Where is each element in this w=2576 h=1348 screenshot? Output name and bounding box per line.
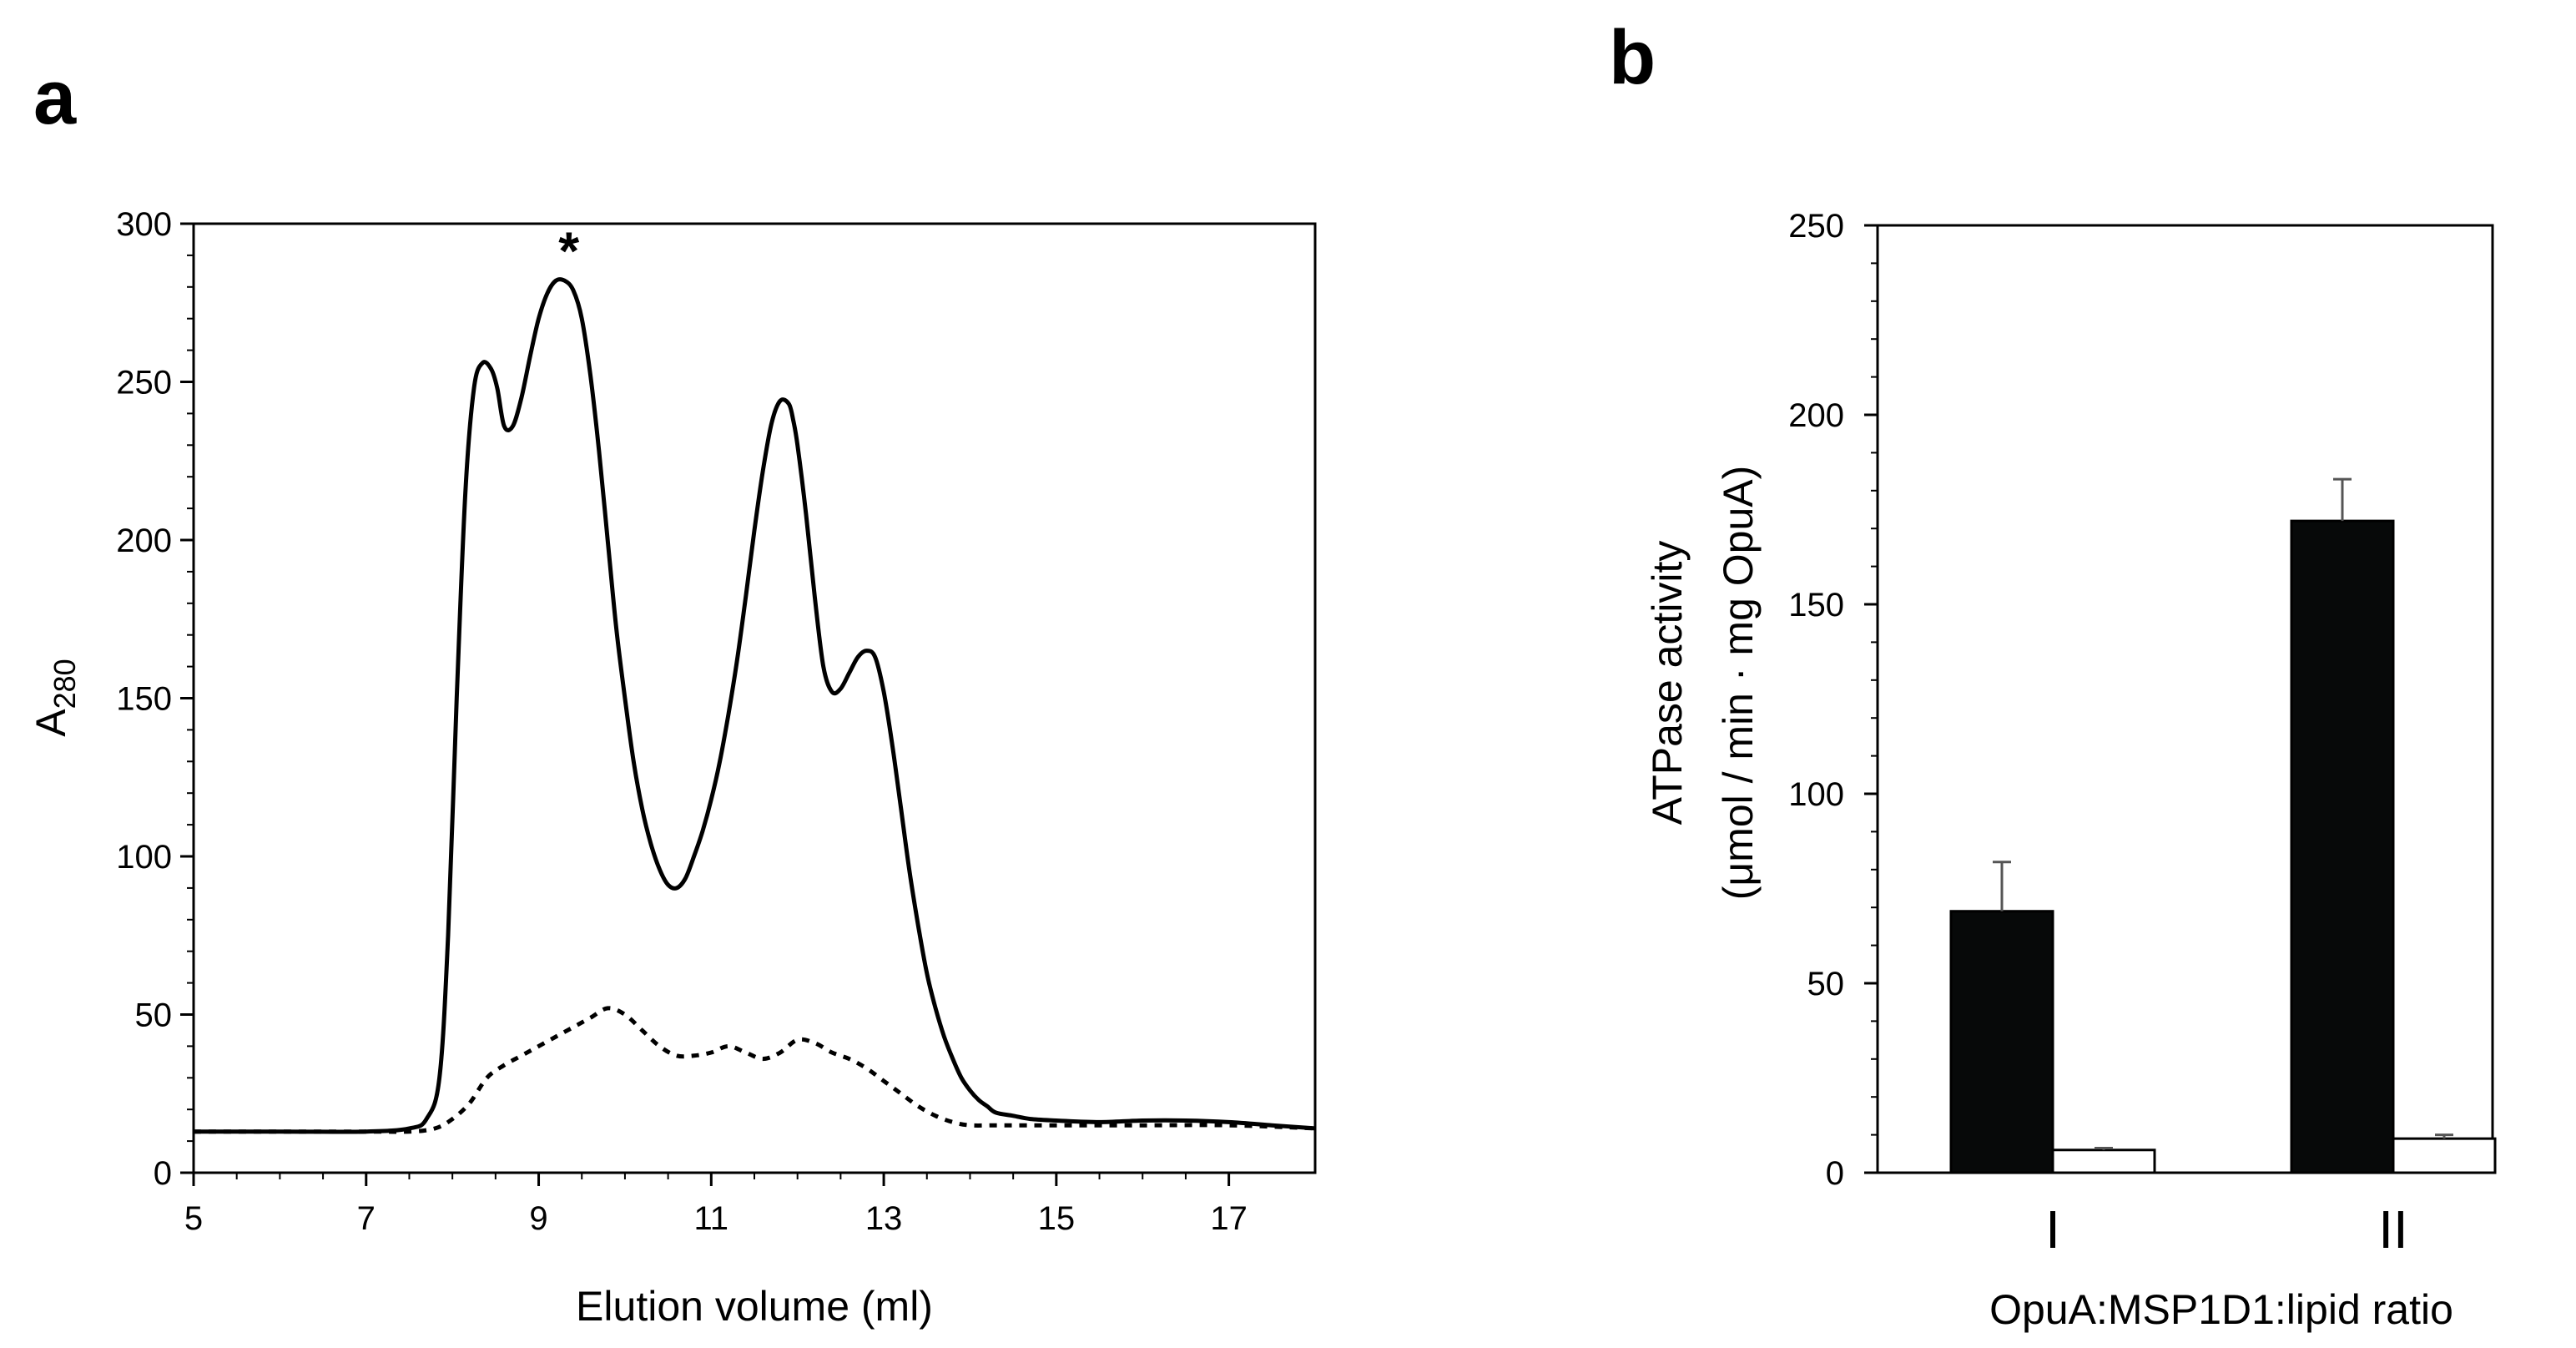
panel-a-x-tick-label: 7 (357, 1200, 376, 1237)
panel-b-y-axis-title-line1: ATPase activity (1644, 541, 1691, 825)
panel-a-x-tick-label: 13 (865, 1200, 903, 1237)
panel-a-y-axis-title-main: A (28, 709, 74, 737)
panel-a-series-solid (194, 277, 1316, 1134)
panel-label-b: b (1609, 15, 1656, 100)
panel-a-y-tick-label: 200 (116, 523, 172, 559)
panel-b-y-tick-label: 50 (1807, 966, 1845, 1002)
panel-a-y-axis-title: A280 (28, 659, 82, 736)
panel-b-category-label: II (2378, 1199, 2408, 1260)
panel-b-bars: I II (1949, 477, 2497, 1260)
panel-a-ticks: 0 50 100 150 200 250 300 5 7 9 11 13 15 17 (116, 206, 1248, 1237)
panel-label-a: a (33, 55, 77, 140)
panel-a-x-tick-label: 15 (1038, 1200, 1076, 1237)
panel-b-ticks: 0 50 100 150 200 250 (1788, 208, 1878, 1192)
panel-b-y-axis-title-line2: (μmol / min · mg OpuA) (1715, 466, 1762, 901)
bar-filled-II (2290, 519, 2395, 1174)
panel-b-y-tick-label: 250 (1788, 208, 1844, 245)
panel-a-y-tick-label: 150 (116, 681, 172, 718)
bar-open-II (2392, 1137, 2497, 1174)
bar-filled-I (1949, 910, 2054, 1174)
panel-b-y-tick-label: 150 (1788, 587, 1844, 624)
panel-b-y-tick-label: 200 (1788, 397, 1844, 434)
panel-a-x-tick-label: 9 (529, 1200, 547, 1237)
panel-a-y-tick-label: 0 (154, 1155, 172, 1192)
panel-a-series-dashed (194, 1006, 1316, 1134)
panel-b-y-tick-label: 100 (1788, 776, 1844, 813)
panel-a-plot-frame (192, 222, 1317, 1174)
panel-a-x-tick-label: 17 (1210, 1200, 1248, 1237)
panel-a-x-tick-label: 11 (694, 1200, 729, 1237)
panel-a-x-axis-title: Elution volume (ml) (576, 1283, 933, 1330)
panel-a-y-tick-label: 250 (116, 365, 172, 401)
panel-a-y-tick-label: 50 (135, 997, 173, 1034)
panel-a-y-tick-label: 100 (116, 839, 172, 876)
panel-a-x-tick-label: 5 (184, 1200, 203, 1237)
panel-b-y-tick-label: 0 (1826, 1155, 1844, 1192)
bar-open-I (2051, 1149, 2156, 1174)
panel-a-y-axis-title-subscript: 280 (48, 659, 82, 709)
panel-a-chart: 0 50 100 150 200 250 300 5 7 9 11 13 15 17 * Elution … (28, 206, 1317, 1330)
panel-b-plot-frame (1876, 224, 2494, 1174)
panel-a-y-tick-label: 300 (116, 206, 172, 243)
panel-b-x-axis-title: OpuA:MSP1D1:lipid ratio (1989, 1286, 2453, 1333)
panel-b-category-label: I (2045, 1199, 2060, 1260)
panel-a-peak-asterisk: * (558, 220, 579, 280)
